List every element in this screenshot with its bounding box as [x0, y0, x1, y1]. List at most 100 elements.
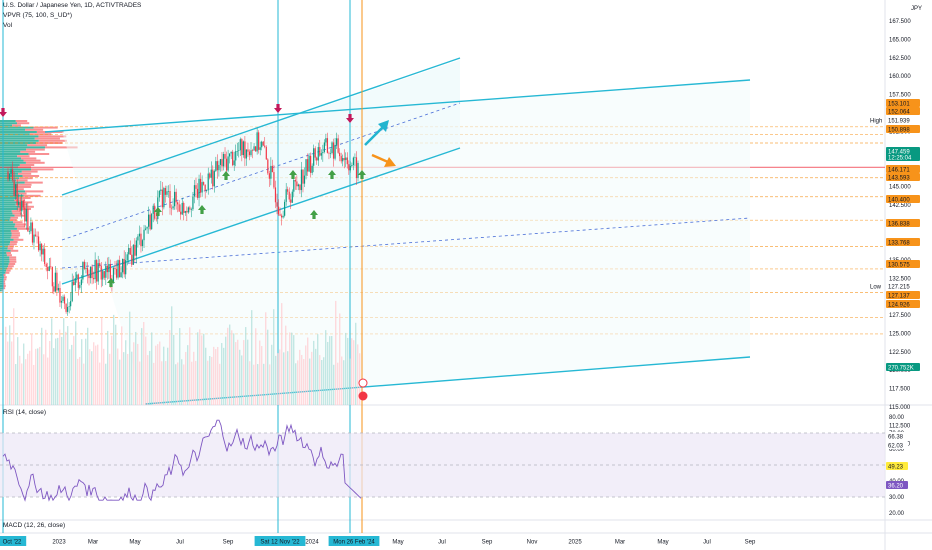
volume-bar	[31, 333, 33, 405]
x-tick-label: Nov	[527, 540, 538, 546]
candle-body	[85, 267, 87, 269]
vpvr-bar-down	[16, 122, 30, 125]
price-marker: 124.926	[886, 300, 920, 309]
candle-body	[163, 188, 165, 208]
volume-bar	[261, 346, 263, 405]
down-arrow-icon	[0, 108, 7, 117]
down-arrow-icon	[274, 104, 282, 113]
candle-body	[306, 159, 309, 172]
candle-body	[345, 157, 347, 161]
volume-bar	[5, 326, 7, 405]
x-tick-label: 2024	[305, 540, 319, 546]
candle-body	[296, 181, 298, 187]
price-marker-box	[886, 195, 920, 203]
vpvr-bar-down	[16, 227, 30, 230]
vpvr-bar-down	[27, 144, 48, 147]
rsi-pane-label[interactable]: RSI (14, close)	[3, 409, 46, 416]
volume-bar	[43, 354, 45, 405]
candle-body	[241, 139, 243, 156]
candle-body	[224, 153, 226, 159]
volume-bar	[353, 340, 355, 405]
candle-body	[187, 207, 189, 213]
candle-body	[115, 269, 118, 278]
y-tick-label: 117.500	[889, 387, 911, 393]
candle-body	[100, 265, 102, 280]
candle-body	[323, 142, 325, 153]
candle-body	[74, 278, 76, 286]
vpvr-indicator-label[interactable]: VPVR (75, 100, S_UD*)	[3, 12, 73, 19]
symbol-title[interactable]: U.S. Dollar / Japanese Yen, 1D, ACTIVTRA…	[3, 2, 142, 9]
rsi-marker-box	[886, 481, 908, 489]
volume-bar	[327, 341, 329, 405]
candle-body	[239, 139, 241, 151]
vpvr-bar-down	[26, 148, 45, 151]
volume-bar	[319, 355, 321, 405]
macd-pane-label[interactable]: MACD (12, 26, close)	[3, 522, 66, 529]
candle-body	[128, 247, 130, 255]
vpvr-bar-up	[0, 139, 39, 142]
candle-body	[288, 191, 290, 200]
candle-body	[21, 200, 23, 212]
price-marker-box	[886, 165, 920, 173]
vpvr-bar-down	[3, 274, 6, 276]
vpvr-bar-down	[16, 179, 28, 182]
vpvr-bar-down	[18, 177, 33, 180]
volume-bar	[227, 327, 229, 405]
candle-body	[173, 191, 176, 207]
vpvr-bar-down	[3, 276, 7, 279]
volume-bar	[75, 321, 77, 405]
candle-body	[137, 236, 139, 241]
up-arrow-icon	[198, 205, 206, 214]
candle-body	[348, 164, 350, 171]
vpvr-bar-up	[0, 263, 9, 265]
x-tick-label: May	[129, 540, 140, 546]
time-marker-box	[328, 536, 380, 546]
vpvr-bar-up	[0, 194, 24, 197]
vpvr-bar-up	[0, 124, 13, 127]
volume-bars	[5, 300, 361, 405]
vpvr-bar-up	[0, 216, 11, 219]
volume-indicator-label[interactable]: Vol	[3, 22, 13, 29]
volume-bar	[39, 346, 41, 405]
price-marker: 270.752K	[886, 363, 920, 372]
candle-body	[310, 155, 312, 173]
vpvr-bar-up	[0, 243, 10, 246]
volume-bar	[339, 313, 341, 405]
vpvr-bar-down	[18, 172, 32, 175]
candle-body	[125, 260, 127, 275]
price-marker-value: 147.459	[888, 150, 910, 156]
candle-body	[184, 211, 186, 213]
channel-mid-line	[61, 102, 461, 241]
candle-body	[45, 264, 47, 267]
x-tick-label: May	[392, 540, 403, 546]
volume-bar	[265, 312, 267, 405]
vpvr-bar-up	[0, 282, 4, 285]
price-marker: 130.575	[886, 260, 920, 269]
volume-bar	[259, 340, 261, 405]
candle-body	[180, 211, 182, 215]
candle-body	[108, 264, 110, 273]
vpvr-bar-up	[0, 236, 11, 239]
volume-bar	[77, 358, 79, 405]
candle-body	[10, 169, 12, 174]
volume-bar	[175, 364, 177, 405]
candle-body	[166, 191, 168, 195]
candle-body	[207, 173, 209, 191]
volume-bar	[351, 338, 353, 405]
volume-bar	[37, 348, 39, 405]
candle-body	[135, 240, 137, 256]
candle-body	[48, 266, 50, 271]
wide-channel-upper-line	[44, 79, 751, 133]
candle-body	[332, 142, 335, 159]
candle-body	[277, 206, 280, 215]
candle-body	[244, 141, 246, 159]
volume-bar	[147, 355, 149, 405]
candle-body	[71, 281, 73, 302]
volume-bar	[217, 346, 219, 405]
candle-body	[297, 184, 299, 187]
price-marker-value: 270.752K	[888, 366, 914, 372]
candle-body	[201, 182, 203, 193]
volume-bar	[109, 353, 111, 405]
vpvr-bar-down	[6, 269, 11, 272]
